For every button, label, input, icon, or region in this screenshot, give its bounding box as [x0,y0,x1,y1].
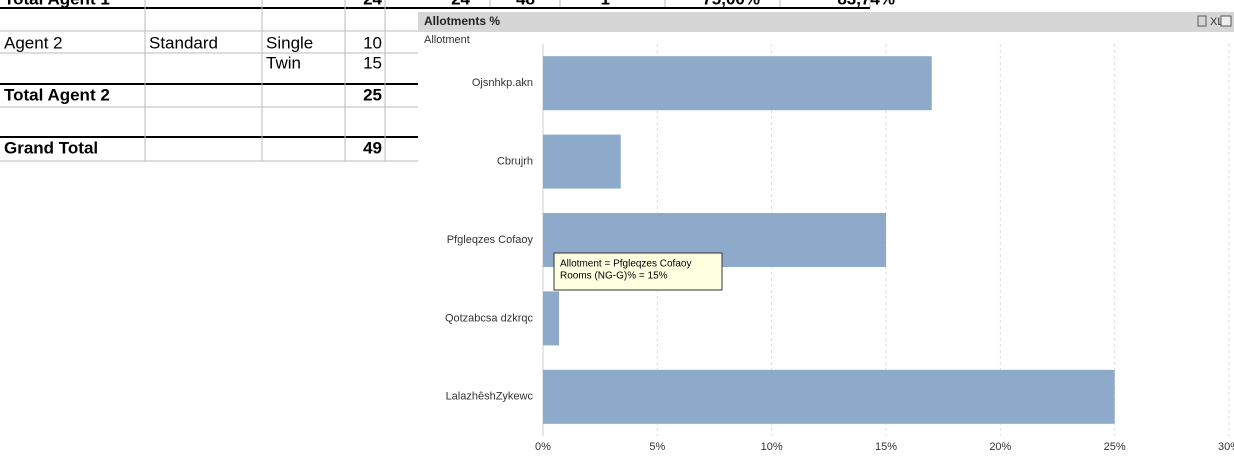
bar [543,134,621,189]
y-tick-label: LalazhêshZykewc [446,391,534,403]
y-tick-label: Cbrujrh [497,156,533,168]
y-tick-label: Ojsnhkp.akn [472,77,533,89]
cell: Grand Total [4,138,98,157]
tooltip-line: Allotment = Pfgleqzes Cofaoy [560,259,691,270]
x-tick-label: 0% [535,441,551,453]
cell: 1 [601,0,610,8]
x-tick-label: 20% [989,441,1011,453]
x-tick-label: 5% [649,441,665,453]
cell: Agent 2 [4,33,63,52]
y-tick-label: Pfgleqzes Cofaoy [447,234,534,246]
cell: 49 [363,138,382,157]
bar [543,56,932,111]
cell: 75,00% [702,0,760,8]
x-tick-label: 10% [761,441,783,453]
x-tick-label: 30% [1218,441,1234,453]
print-icon[interactable] [1197,15,1207,27]
cell: Standard [149,33,218,52]
cell: Total Agent 1 [4,0,110,8]
cell: 83,74% [837,0,895,8]
x-tick-label: 25% [1104,441,1126,453]
maximize-icon[interactable] [1220,15,1232,27]
y-tick-label: Qotzabcsa dzkrqc [445,312,534,324]
cell: Single [266,33,313,52]
cell: 48 [516,0,535,8]
tooltip-line: Rooms (NG-G)% = 15% [560,271,668,282]
chart-title: Allotments % [424,14,500,28]
table: Total Agent 1 24 24 48 1 75,00% 83,74% Agent 2 S… [0,0,895,162]
bar [543,291,560,346]
y-axis-label: Allotment [424,34,470,46]
cell: 24 [451,0,470,8]
cell: 25 [363,85,382,104]
chart-header [418,12,1234,32]
cell: 15 [363,53,382,72]
bar [543,369,1115,424]
tooltip-box [553,252,723,291]
cell: 10 [363,33,382,52]
xl-icon[interactable]: XL [1210,16,1223,28]
cell: Total Agent 2 [4,85,110,104]
x-tick-label: 15% [875,441,897,453]
cell: Twin [266,53,301,72]
cell: 24 [363,0,382,8]
chart: 0% 5% 10% 15% 20% 25% 30% Ojsnhkp.akn Cbrujrh Pfg… [445,44,1234,453]
